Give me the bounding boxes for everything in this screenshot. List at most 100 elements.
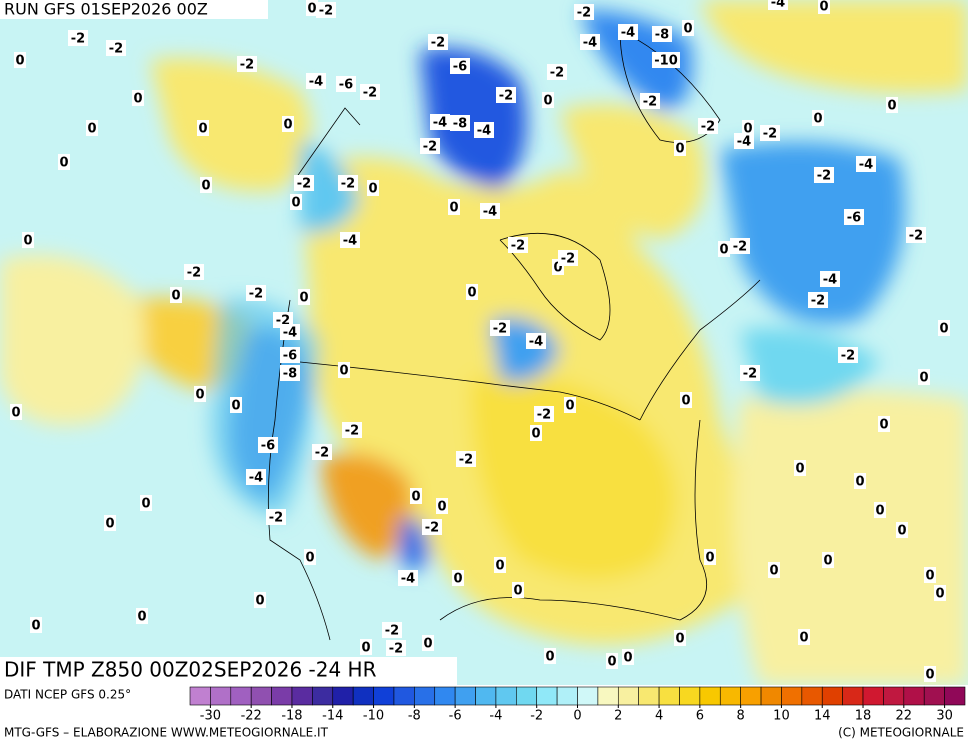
colorbar-swatch [556,686,578,706]
contour-label: -2 [643,95,657,110]
run-title: RUN GFS 01SEP2026 00Z [4,0,208,19]
colorbar-swatch [801,686,823,706]
contour-label: 0 [87,122,96,137]
contour-label: 0 [683,22,692,37]
contour-label: 0 [681,394,690,409]
colorbar-swatch [475,686,497,706]
contour-label-box [512,582,524,598]
contour-label: -2 [363,86,377,101]
contour-label: 0 [11,406,20,421]
credit-text: MTG-GFS – ELABORAZIONE WWW.METEOGIORNALE… [4,726,329,740]
contour-label-box [200,177,212,193]
contour-label: 0 [743,122,752,137]
contour-label: -2 [297,177,311,192]
contour-label-box [316,2,336,18]
contour-label: -4 [433,116,447,131]
colorbar-swatch [862,686,884,706]
colorbar-swatch [597,686,619,706]
contour-label-box [640,93,660,109]
colorbar-swatch [821,686,843,706]
contour-label-box [938,320,950,336]
contour-label: 0 [201,179,210,194]
colorbar-swatch [454,686,476,706]
field-title: DIF TMP Z850 00Z02SEP2026 -24 HR [4,658,377,682]
contour-label-box [622,649,634,665]
colorbar-swatch [271,686,293,706]
colorbar-swatch [617,686,639,706]
contour-label-box [798,629,810,645]
contour-label-box [838,347,858,363]
contour-label-box [854,473,866,489]
contour-label: -6 [261,439,275,454]
contour-label: 0 [368,182,377,197]
contour-label: 0 [887,99,896,114]
contour-label: -2 [345,424,359,439]
contour-label-box [924,666,936,682]
contour-label-box [86,120,98,136]
contour-label-box [474,122,494,138]
contour-label: 0 [897,524,906,539]
contour-label: 0 [925,668,934,683]
colorbar-swatch [719,686,741,706]
contour-label: 0 [339,364,348,379]
contour-label-box [106,40,126,56]
contour-label-box [494,557,506,573]
contour-label: -2 [561,252,575,267]
contour-label: -2 [537,408,551,423]
colorbar-label: 30 [936,709,953,724]
colorbar-swatch [414,686,436,706]
contour-label: 0 [795,462,804,477]
colorbar-swatch [577,686,599,706]
contour-label: 0 [675,632,684,647]
anomaly-shading [0,0,968,685]
contour-label-box [280,324,300,340]
contour-label: 0 [411,490,420,505]
colorbar-swatch [883,686,905,706]
contour-label: 0 [467,286,476,301]
contour-label-box [820,271,840,287]
contour-label-box [530,425,542,441]
contour-label-box [184,264,204,280]
colorbar-swatch [740,686,762,706]
contour-label-box [68,30,88,46]
contour-label-box [674,140,686,156]
contour-label-box [282,116,294,132]
contour-label-box [466,284,478,300]
contour-label-box [818,0,830,14]
colorbar-swatch [944,686,966,706]
contour-label: -2 [811,294,825,309]
colorbar-swatch [536,686,558,706]
contour-label-box [450,115,470,131]
colorbar-label: 14 [814,709,831,724]
colorbar-label: -8 [408,709,421,724]
contour-label: -2 [269,511,283,526]
colorbar-swatch [903,686,925,706]
contour-label-box [170,287,182,303]
contour-label: -4 [477,124,491,139]
border [299,361,641,421]
contour-label-box [934,585,946,601]
contour-label: 0 [23,234,32,249]
contour-label: -2 [389,642,403,657]
contour-label: -6 [339,78,353,93]
contour-label-box [342,422,362,438]
contour-label: 0 [565,399,574,414]
contour-label: -6 [847,211,861,226]
contour-label-box [420,138,440,154]
contour-label: -2 [550,66,564,81]
contour-label: 0 [449,201,458,216]
colorbar-label: -30 [200,709,221,724]
contour-label: -2 [841,349,855,364]
contour-label-box [652,52,680,68]
contour-label-box [526,333,546,349]
contour-label-box [580,34,600,50]
contour-label-box [290,194,302,210]
contour-label-box [814,167,834,183]
colorbar-label: -4 [489,709,502,724]
contour-label-box [266,509,286,525]
colorbar-swatch [373,686,395,706]
contour-label: 0 [823,554,832,569]
contour-label-box [508,237,528,253]
contour-label-box [924,567,936,583]
